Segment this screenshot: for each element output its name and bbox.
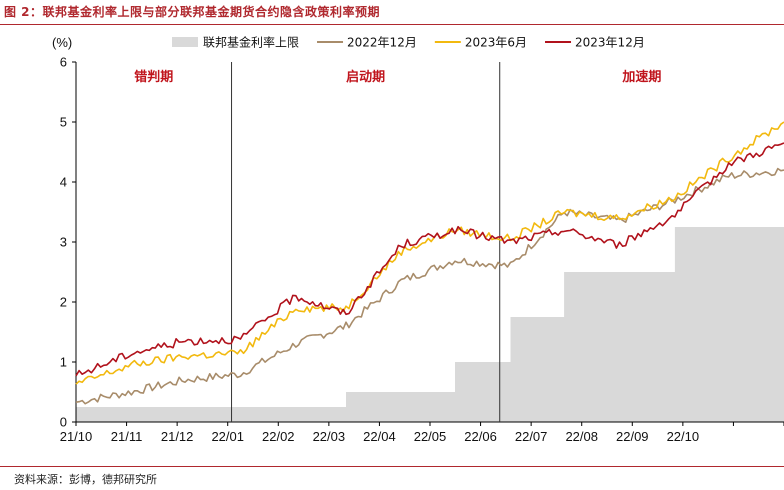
x-tick-label: 22/08 xyxy=(565,429,598,444)
footer-rule xyxy=(0,466,784,467)
legend-swatch-area xyxy=(172,37,198,47)
y-tick-label: 6 xyxy=(60,55,67,70)
x-tick-label: 21/11 xyxy=(111,429,143,444)
x-tick-label: 22/01 xyxy=(211,429,244,444)
series-line-3 xyxy=(75,142,784,377)
rate-expectation-chart: 0 1 2 3 4 5 6 (%) 21/10 21/11 21/12 22/01 22/02 22/03… xyxy=(52,35,784,444)
series-line-1 xyxy=(75,167,784,405)
x-tick-label: 21/12 xyxy=(161,429,194,444)
phase-label-2: 启动期 xyxy=(346,69,385,85)
x-tick-label: 22/10 xyxy=(667,429,700,444)
rate-cap-area-layer xyxy=(76,227,784,422)
legend-label-1: 2022年12月 xyxy=(347,36,417,50)
series-line-2 xyxy=(75,121,784,385)
x-tick-label: 22/06 xyxy=(464,429,497,444)
y-tick-label: 0 xyxy=(60,415,67,430)
series-line-layer xyxy=(75,121,784,405)
source-note: 资料来源：彭博，德邦研究所 xyxy=(14,473,157,486)
legend-label-0: 联邦基金利率上限 xyxy=(203,35,299,50)
x-tick-label: 21/10 xyxy=(60,429,93,444)
rate-cap-area xyxy=(76,227,784,422)
legend-label-3: 2023年12月 xyxy=(575,36,645,50)
phase-label-1: 错判期 xyxy=(134,69,173,85)
phase-divider-layer xyxy=(231,62,501,422)
y-tick-label: 4 xyxy=(60,175,67,190)
phase-label-3: 加速期 xyxy=(621,69,661,85)
y-tick-label: 1 xyxy=(60,355,67,370)
x-tick-label: 22/07 xyxy=(515,429,548,444)
phase-label-layer: 错判期 启动期 加速期 xyxy=(134,69,661,85)
y-tick-label: 3 xyxy=(60,235,67,250)
legend: 联邦基金利率上限 2022年12月 2023年6月 2023年12月 xyxy=(172,35,645,50)
x-tick-label: 22/05 xyxy=(414,429,447,444)
x-tick-label: 22/04 xyxy=(363,429,396,444)
legend-label-2: 2023年6月 xyxy=(465,36,527,50)
x-tick-label: 22/03 xyxy=(313,429,346,444)
figure-title: 图 2：联邦基金利率上限与部分联邦基金期货合约隐含政策利率预期 xyxy=(4,5,381,19)
x-tick-label: 22/09 xyxy=(616,429,649,444)
title-rule xyxy=(0,24,784,25)
y-tick-label: 2 xyxy=(60,295,67,310)
y-tick-label: 5 xyxy=(60,115,67,130)
y-axis-unit: (%) xyxy=(52,35,72,50)
axes-layer: 0 1 2 3 4 5 6 (%) 21/10 21/11 21/12 22/01 22/02 22/03… xyxy=(52,35,784,444)
x-tick-label: 22/02 xyxy=(262,429,295,444)
